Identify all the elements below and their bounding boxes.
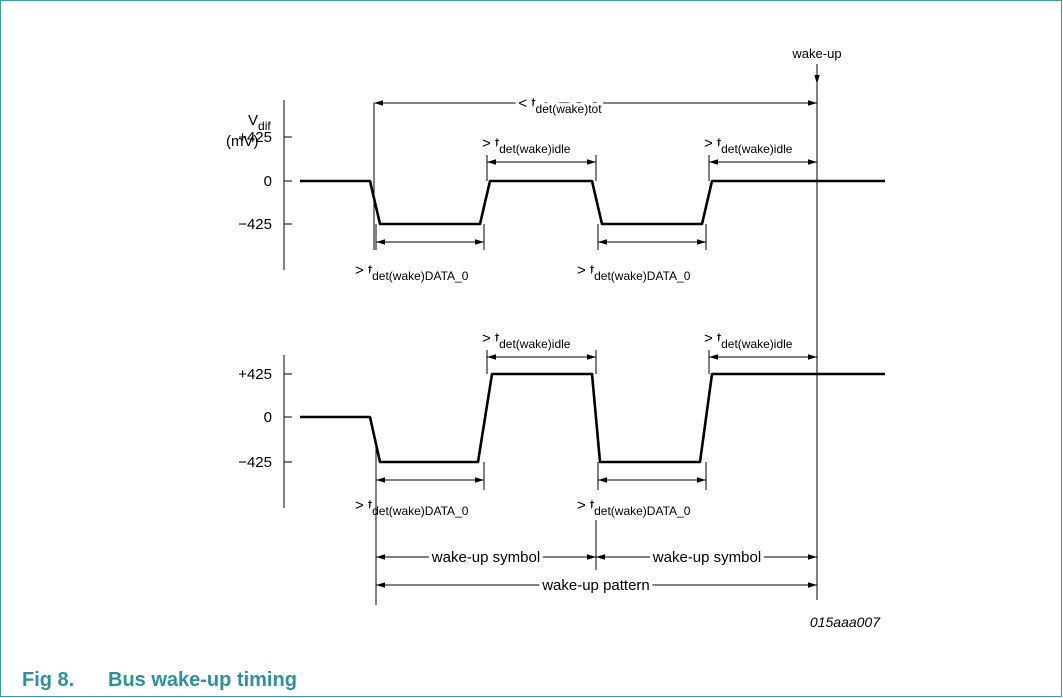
timing-label: > tdet(wake)DATA_0 (577, 497, 691, 518)
label-prefix: > (704, 135, 713, 152)
label-prefix: > (704, 330, 713, 347)
timing-label: > tdet(wake)idle (482, 330, 571, 351)
tick-label: −425 (238, 454, 272, 471)
label-subscript: det(wake)DATA_0 (372, 269, 469, 283)
pattern-label: wake-up pattern (541, 577, 650, 594)
label-prefix: > (482, 135, 491, 152)
symbol-label: wake-up symbol (652, 549, 761, 566)
symbol-label: wake-up symbol (431, 549, 540, 566)
y-axis-symbol: Vdif (248, 112, 271, 133)
caption-title: Bus wake-up timing (108, 669, 297, 691)
label-subscript: det(wake)idle (721, 142, 793, 156)
waveform (300, 372, 885, 464)
timing-label: > tdet(wake)idle (482, 135, 571, 156)
y-axis-unit: (mV) (226, 133, 259, 150)
wake-up-label: wake-up (791, 46, 841, 61)
label-prefix: > (577, 497, 586, 514)
label-prefix: > (355, 262, 364, 279)
timing-label: > tdet(wake)idle (704, 135, 793, 156)
timing-label: < tdet(wake)tot (518, 95, 602, 116)
tick-label: −425 (238, 216, 272, 233)
figure-id: 015aaa007 (810, 614, 881, 630)
axis-subscript: dif (258, 119, 271, 133)
caption-number: Fig 8. (22, 669, 74, 691)
timing-label: > tdet(wake)DATA_0 (355, 262, 469, 283)
axis-symbol: V (248, 112, 258, 129)
tick-label: 0 (264, 173, 272, 190)
label-prefix: > (355, 497, 364, 514)
label-subscript: det(wake)tot (536, 102, 603, 116)
timing-label: > tdet(wake)DATA_0 (577, 262, 691, 283)
tick-label: 0 (264, 409, 272, 426)
waveform (300, 179, 885, 226)
timing-label: > tdet(wake)DATA_0 (355, 497, 469, 518)
label-prefix: < (518, 95, 527, 112)
label-prefix: > (482, 330, 491, 347)
label-subscript: det(wake)DATA_0 (372, 504, 469, 518)
label-prefix: > (577, 262, 586, 279)
tick-label: +425 (238, 129, 272, 146)
timing-label: > tdet(wake)idle (704, 330, 793, 351)
label-subscript: det(wake)DATA_0 (594, 269, 691, 283)
label-subscript: det(wake)idle (721, 337, 793, 351)
label-subscript: det(wake)idle (499, 142, 571, 156)
label-subscript: det(wake)idle (499, 337, 571, 351)
tick-label: +425 (238, 366, 272, 383)
label-subscript: det(wake)DATA_0 (594, 504, 691, 518)
